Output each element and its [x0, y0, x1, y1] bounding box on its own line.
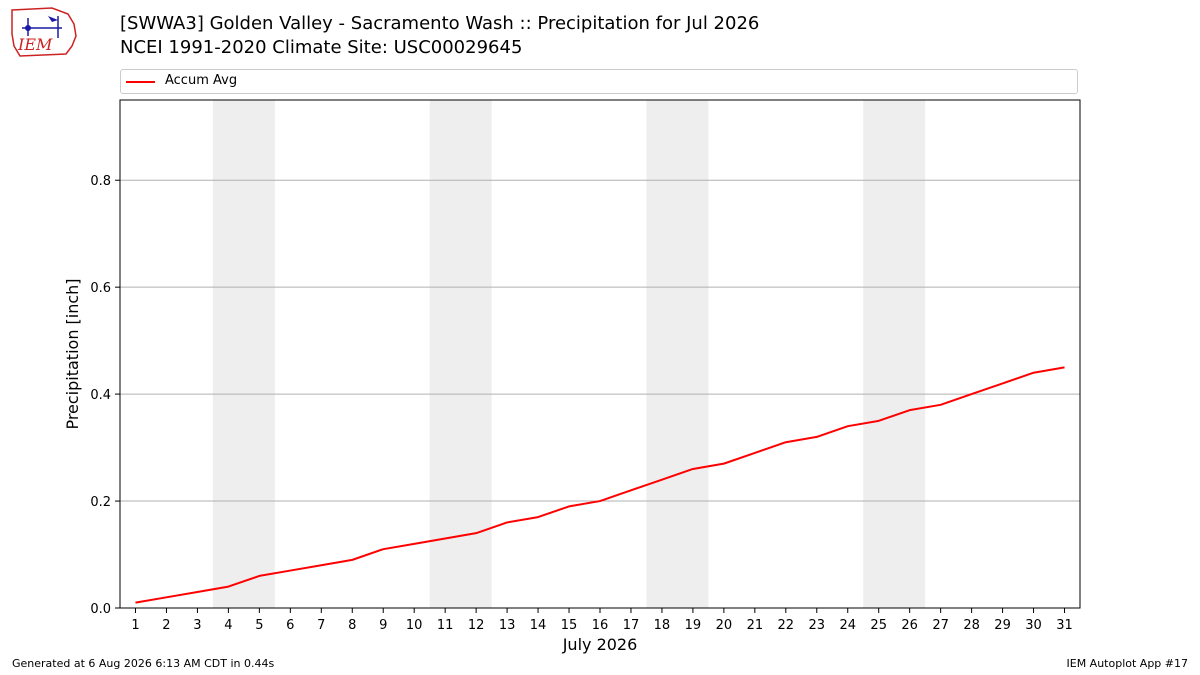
- x-tick-label: 31: [1056, 618, 1073, 633]
- x-tick-label: 12: [468, 618, 485, 633]
- x-tick-label: 23: [809, 618, 826, 633]
- x-tick-label: 9: [379, 618, 387, 633]
- x-tick-label: 16: [592, 618, 609, 633]
- weekend-shade: [863, 100, 926, 608]
- title-line-1: [SWWA3] Golden Valley - Sacramento Wash …: [120, 13, 760, 34]
- x-tick-label: 7: [317, 618, 325, 633]
- x-tick-label: 18: [654, 618, 671, 633]
- x-tick-label: 26: [901, 618, 918, 633]
- x-tick-label: 19: [685, 618, 702, 633]
- weekend-shade: [212, 100, 275, 608]
- y-tick-label: 0.0: [90, 602, 111, 617]
- generated-timestamp: Generated at 6 Aug 2026 6:13 AM CDT in 0…: [12, 657, 275, 670]
- x-tick-label: 25: [870, 618, 887, 633]
- x-tick-label: 1: [131, 618, 139, 633]
- x-tick-label: 13: [499, 618, 516, 633]
- weekend-shade: [646, 100, 709, 608]
- x-tick-label: 28: [963, 618, 980, 633]
- x-axis-label: July 2026: [562, 635, 638, 654]
- x-tick-label: 22: [778, 618, 795, 633]
- chart-title: [SWWA3] Golden Valley - Sacramento Wash …: [120, 12, 759, 60]
- x-tick-label: 2: [162, 618, 170, 633]
- y-tick-label: 0.4: [90, 388, 111, 403]
- x-tick-label: 4: [224, 618, 232, 633]
- x-tick-label: 30: [1025, 618, 1042, 633]
- x-tick-label: 21: [747, 618, 764, 633]
- y-tick-label: 0.8: [90, 174, 111, 189]
- x-tick-label: 8: [348, 618, 356, 633]
- y-tick-label: 0.6: [90, 281, 111, 296]
- x-tick-label: 27: [932, 618, 949, 633]
- title-line-2: NCEI 1991-2020 Climate Site: USC00029645: [120, 37, 523, 58]
- x-tick-label: 20: [716, 618, 733, 633]
- series-line-accum-avg: [135, 366, 1065, 604]
- legend-line-swatch: [126, 81, 155, 83]
- x-tick-label: 29: [994, 618, 1011, 633]
- x-tick-label: 3: [193, 618, 201, 633]
- x-tick-label: 24: [839, 618, 856, 633]
- app-label: IEM Autoplot App #17: [1066, 657, 1189, 670]
- x-tick-label: 5: [255, 618, 263, 633]
- x-tick-label: 17: [623, 618, 640, 633]
- weekend-shade: [429, 100, 492, 608]
- x-tick-label: 11: [437, 618, 454, 633]
- plot-frame: [119, 99, 1081, 609]
- x-tick-label: 6: [286, 618, 294, 633]
- chart-legend: Accum Avg: [120, 69, 1078, 94]
- x-tick-label: 15: [561, 618, 578, 633]
- iem-logo: IEM: [11, 7, 77, 57]
- x-tick-label: 10: [406, 618, 423, 633]
- x-tick-label: 14: [530, 618, 547, 633]
- legend-label: Accum Avg: [165, 73, 238, 88]
- logo-text: IEM: [17, 35, 53, 54]
- y-axis-label: Precipitation [inch]: [63, 278, 82, 429]
- y-tick-label: 0.2: [90, 495, 111, 510]
